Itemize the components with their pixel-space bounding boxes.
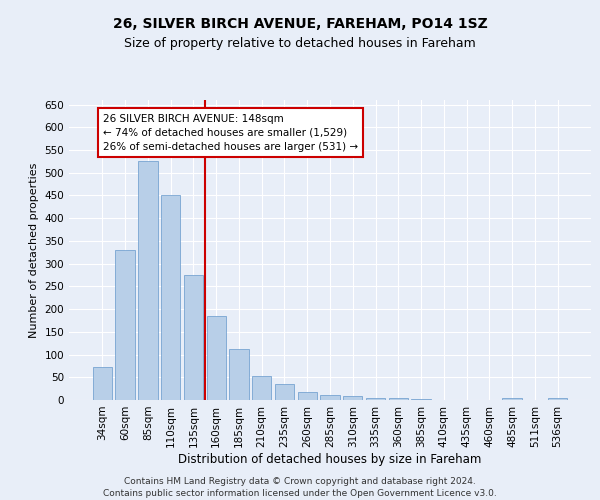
Bar [184,275,203,400]
Bar [93,368,112,400]
Bar [138,162,158,400]
Bar [161,196,181,400]
Bar [115,250,135,400]
Bar [320,394,340,400]
Bar [412,399,431,400]
X-axis label: Distribution of detached houses by size in Fareham: Distribution of detached houses by size … [178,452,482,466]
Text: 26, SILVER BIRCH AVENUE, FAREHAM, PO14 1SZ: 26, SILVER BIRCH AVENUE, FAREHAM, PO14 1… [113,18,487,32]
Bar [343,396,362,400]
Bar [206,316,226,400]
Text: Size of property relative to detached houses in Fareham: Size of property relative to detached ho… [124,38,476,51]
Bar [229,348,248,400]
Text: Contains HM Land Registry data © Crown copyright and database right 2024.
Contai: Contains HM Land Registry data © Crown c… [103,476,497,498]
Bar [252,376,271,400]
Bar [548,398,567,400]
Bar [389,398,408,400]
Text: 26 SILVER BIRCH AVENUE: 148sqm
← 74% of detached houses are smaller (1,529)
26% : 26 SILVER BIRCH AVENUE: 148sqm ← 74% of … [103,114,358,152]
Bar [502,398,522,400]
Y-axis label: Number of detached properties: Number of detached properties [29,162,39,338]
Bar [366,398,385,400]
Bar [298,392,317,400]
Bar [275,384,294,400]
